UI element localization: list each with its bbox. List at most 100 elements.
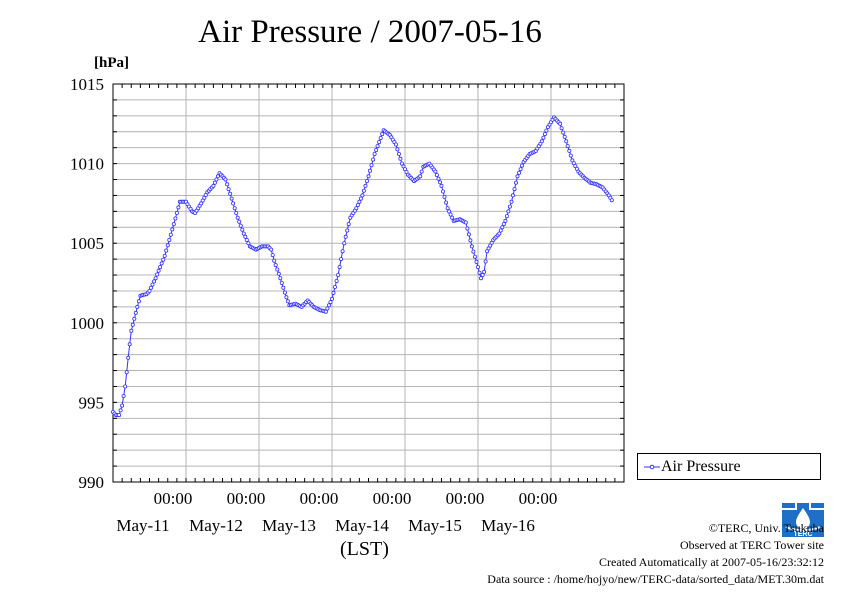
data-point xyxy=(504,214,509,219)
data-point xyxy=(153,276,158,281)
data-point xyxy=(558,121,563,126)
data-point xyxy=(136,299,141,304)
data-point xyxy=(434,173,439,178)
data-point xyxy=(355,202,360,207)
data-point xyxy=(562,134,567,139)
x-tick-label-date: May-11 xyxy=(116,516,169,535)
data-point xyxy=(573,163,578,168)
data-point xyxy=(132,316,137,321)
data-point xyxy=(161,257,166,262)
y-tick-label: 1010 xyxy=(70,155,104,174)
data-point xyxy=(564,139,569,144)
data-point xyxy=(328,300,333,305)
data-point xyxy=(501,222,506,227)
data-point xyxy=(339,257,344,262)
data-point xyxy=(234,210,239,215)
data-point xyxy=(342,241,347,246)
data-point xyxy=(480,272,485,277)
data-point xyxy=(445,206,450,211)
data-point xyxy=(463,220,468,225)
y-tick-label: 995 xyxy=(79,393,105,412)
data-point xyxy=(517,170,522,175)
data-point xyxy=(419,169,424,174)
data-point xyxy=(130,322,135,327)
data-point xyxy=(500,225,505,230)
data-point xyxy=(176,205,181,210)
data-point xyxy=(215,174,220,179)
y-tick-label: 990 xyxy=(79,473,105,492)
data-point xyxy=(437,180,442,185)
data-point xyxy=(121,393,126,398)
data-point xyxy=(541,135,546,140)
data-point xyxy=(275,267,280,272)
footer-source: Data source : /home/hojyo/new/TERC-data/… xyxy=(487,572,824,586)
data-point xyxy=(375,144,380,149)
data-point xyxy=(148,285,153,290)
data-point xyxy=(270,253,275,258)
x-axis-label: (LST) xyxy=(340,538,389,560)
legend-label-air-pressure: Air Pressure xyxy=(661,458,741,475)
data-point xyxy=(147,288,152,293)
data-point xyxy=(168,232,173,237)
data-point xyxy=(326,303,331,308)
data-point xyxy=(478,276,483,281)
data-point xyxy=(395,147,400,152)
data-point xyxy=(450,215,455,220)
data-point xyxy=(346,222,351,227)
data-point xyxy=(393,142,398,147)
data-point xyxy=(325,306,330,311)
data-point xyxy=(357,199,362,204)
data-point xyxy=(520,163,525,168)
data-point xyxy=(444,200,449,205)
data-point xyxy=(272,258,277,263)
data-point xyxy=(238,223,243,228)
data-point xyxy=(343,234,348,239)
data-point xyxy=(440,189,445,194)
data-point xyxy=(329,296,334,301)
data-point xyxy=(150,282,155,287)
x-tick-label-date: May-15 xyxy=(408,516,462,535)
data-point xyxy=(466,232,471,237)
data-point xyxy=(469,244,474,249)
data-point xyxy=(135,304,140,309)
data-point xyxy=(118,408,123,413)
plot-frame xyxy=(112,83,625,483)
data-point xyxy=(518,167,523,172)
data-point xyxy=(471,249,476,254)
data-point xyxy=(567,148,572,153)
data-point xyxy=(609,198,614,203)
x-tick-label-time: 00:00 xyxy=(154,489,193,508)
data-point xyxy=(200,198,205,203)
x-tick-label-time: 00:00 xyxy=(373,489,412,508)
data-point xyxy=(483,259,488,264)
data-point xyxy=(542,132,547,137)
data-point xyxy=(509,199,514,204)
data-point xyxy=(358,196,363,201)
data-point xyxy=(124,370,129,375)
data-point xyxy=(439,183,444,188)
legend-swatch-icon xyxy=(644,464,660,470)
data-point xyxy=(332,284,337,289)
data-point xyxy=(468,238,473,243)
data-point xyxy=(436,176,441,181)
data-point xyxy=(340,249,345,254)
data-point xyxy=(158,265,163,270)
data-point xyxy=(465,226,470,231)
data-point xyxy=(369,163,374,168)
data-point xyxy=(371,157,376,162)
data-point xyxy=(568,153,573,158)
data-point xyxy=(152,279,157,284)
data-point xyxy=(164,248,169,253)
data-point xyxy=(512,187,517,192)
data-point xyxy=(223,177,228,182)
y-tick-label: 1015 xyxy=(70,75,104,94)
data-point xyxy=(279,280,284,285)
data-point xyxy=(174,210,179,215)
data-point xyxy=(243,234,248,239)
data-point xyxy=(246,241,251,246)
data-point xyxy=(396,151,401,156)
data-point xyxy=(159,261,164,266)
data-point xyxy=(372,151,377,156)
data-point xyxy=(235,215,240,220)
